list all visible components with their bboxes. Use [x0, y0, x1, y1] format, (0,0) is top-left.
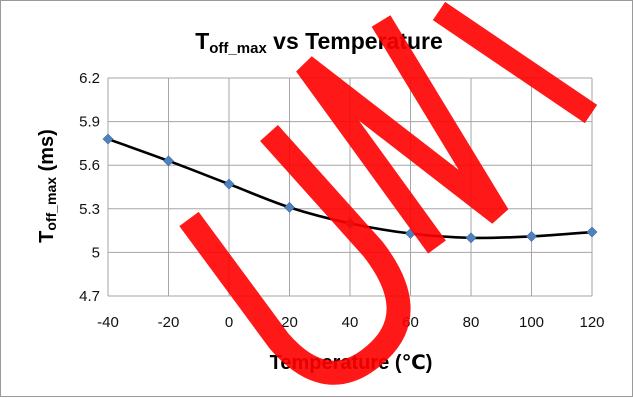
- chart-title: Toff_max vs Temperature: [195, 28, 443, 57]
- x-tick-label: 120: [579, 314, 604, 331]
- y-axis-label: Toff_max (ms): [36, 129, 59, 243]
- y-tick-label: 4.7: [79, 288, 100, 305]
- y-tick-label: 5: [92, 244, 100, 261]
- data-point: [223, 178, 235, 190]
- x-tick-label: 80: [463, 314, 480, 331]
- x-tick-label: 20: [281, 314, 298, 331]
- watermark-letter-i: [432, 1, 598, 124]
- watermark-letter-u: [179, 124, 411, 385]
- data-point: [465, 232, 477, 244]
- x-tick-label: 0: [225, 314, 233, 331]
- x-tick-label: -20: [158, 314, 180, 331]
- x-tick-label: 100: [519, 314, 544, 331]
- x-tick-label: 40: [342, 314, 359, 331]
- data-point: [102, 133, 114, 145]
- grid-lines: [107, 77, 593, 297]
- x-tick-label: -40: [97, 314, 119, 331]
- y-tick-label: 5.6: [79, 157, 100, 174]
- y-tick-label: 5.3: [79, 201, 100, 218]
- data-point: [586, 226, 598, 238]
- watermark: [179, 1, 598, 385]
- watermark-letter-n: [296, 15, 509, 254]
- data-point: [526, 230, 537, 242]
- x-tick-labels: -40 -20 0 20 40 60 80 100 120: [97, 314, 604, 331]
- y-tick-label: 5.9: [79, 114, 100, 131]
- y-tick-labels: 4.7 5 5.3 5.6 5.9 6.2: [79, 70, 100, 305]
- data-point: [284, 201, 295, 213]
- y-tick-label: 6.2: [79, 70, 100, 87]
- data-point: [163, 155, 174, 167]
